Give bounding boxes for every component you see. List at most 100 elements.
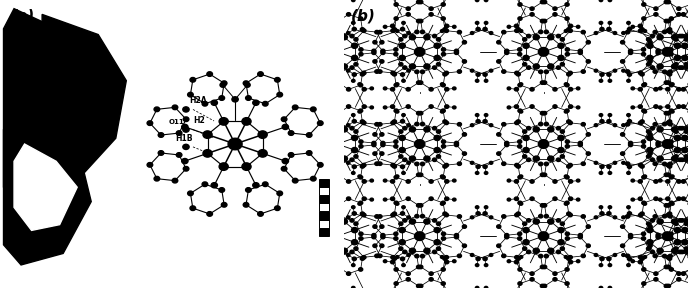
Circle shape xyxy=(517,232,522,236)
Circle shape xyxy=(299,141,303,145)
Circle shape xyxy=(358,268,363,271)
Circle shape xyxy=(638,163,643,167)
Circle shape xyxy=(354,155,358,158)
Circle shape xyxy=(323,272,327,275)
Circle shape xyxy=(483,27,487,31)
Circle shape xyxy=(505,49,509,53)
Circle shape xyxy=(667,265,671,269)
Circle shape xyxy=(323,197,327,200)
Circle shape xyxy=(352,55,358,60)
Circle shape xyxy=(436,222,440,226)
Circle shape xyxy=(613,161,616,164)
Circle shape xyxy=(444,24,449,28)
Circle shape xyxy=(568,88,572,91)
Circle shape xyxy=(664,19,668,23)
Circle shape xyxy=(553,105,557,108)
Circle shape xyxy=(310,73,314,76)
Circle shape xyxy=(313,110,316,113)
Circle shape xyxy=(523,55,529,60)
Circle shape xyxy=(400,73,405,76)
Circle shape xyxy=(358,109,363,112)
Circle shape xyxy=(336,19,341,23)
Circle shape xyxy=(608,264,612,267)
Circle shape xyxy=(396,30,399,33)
Circle shape xyxy=(484,21,488,24)
Circle shape xyxy=(313,83,316,86)
Circle shape xyxy=(667,73,671,76)
Circle shape xyxy=(538,140,548,148)
Circle shape xyxy=(429,7,433,10)
Circle shape xyxy=(292,105,298,110)
Circle shape xyxy=(502,31,506,34)
Circle shape xyxy=(406,13,410,16)
Circle shape xyxy=(627,172,630,175)
Circle shape xyxy=(523,247,527,250)
Circle shape xyxy=(406,180,410,183)
Circle shape xyxy=(666,255,670,259)
Circle shape xyxy=(668,30,672,34)
Circle shape xyxy=(677,180,681,183)
Circle shape xyxy=(308,71,312,75)
Circle shape xyxy=(407,253,410,256)
Circle shape xyxy=(316,38,321,41)
Circle shape xyxy=(662,140,672,148)
Circle shape xyxy=(277,191,283,196)
Circle shape xyxy=(392,212,396,215)
Circle shape xyxy=(627,21,630,24)
Circle shape xyxy=(638,105,643,108)
Circle shape xyxy=(341,248,347,253)
Circle shape xyxy=(220,83,226,87)
Circle shape xyxy=(539,162,543,166)
Circle shape xyxy=(352,257,356,261)
Circle shape xyxy=(383,106,387,109)
Text: (b): (b) xyxy=(351,9,376,24)
Circle shape xyxy=(553,13,557,16)
Circle shape xyxy=(638,29,643,33)
Circle shape xyxy=(396,83,399,86)
Circle shape xyxy=(316,130,321,133)
Circle shape xyxy=(323,13,327,16)
Circle shape xyxy=(668,254,672,258)
Circle shape xyxy=(400,257,405,261)
Circle shape xyxy=(434,228,440,233)
Circle shape xyxy=(316,135,323,141)
Circle shape xyxy=(320,66,324,69)
Circle shape xyxy=(669,201,674,204)
Circle shape xyxy=(332,48,343,56)
Circle shape xyxy=(519,30,523,33)
Circle shape xyxy=(658,179,662,182)
Circle shape xyxy=(246,96,251,100)
Circle shape xyxy=(599,21,603,24)
Circle shape xyxy=(454,235,458,239)
Circle shape xyxy=(621,133,625,136)
Circle shape xyxy=(394,48,398,51)
Circle shape xyxy=(338,70,342,73)
Circle shape xyxy=(402,219,407,222)
Circle shape xyxy=(540,0,544,4)
Circle shape xyxy=(420,122,424,126)
Circle shape xyxy=(334,111,338,115)
Circle shape xyxy=(568,213,572,217)
Circle shape xyxy=(538,48,548,56)
Circle shape xyxy=(442,48,446,51)
Circle shape xyxy=(656,141,660,145)
Circle shape xyxy=(415,254,419,258)
Circle shape xyxy=(516,73,520,76)
Circle shape xyxy=(308,197,312,200)
Circle shape xyxy=(290,60,294,63)
Circle shape xyxy=(640,257,644,260)
Circle shape xyxy=(662,232,672,240)
Circle shape xyxy=(409,35,416,40)
Circle shape xyxy=(158,133,164,137)
Circle shape xyxy=(516,257,520,260)
Bar xyxy=(319,220,329,228)
Circle shape xyxy=(400,120,405,123)
Circle shape xyxy=(399,38,403,41)
Circle shape xyxy=(647,130,651,133)
Circle shape xyxy=(682,43,688,48)
Circle shape xyxy=(316,222,321,226)
Circle shape xyxy=(415,122,419,126)
Circle shape xyxy=(310,176,316,181)
Circle shape xyxy=(678,126,682,130)
Circle shape xyxy=(631,106,634,109)
